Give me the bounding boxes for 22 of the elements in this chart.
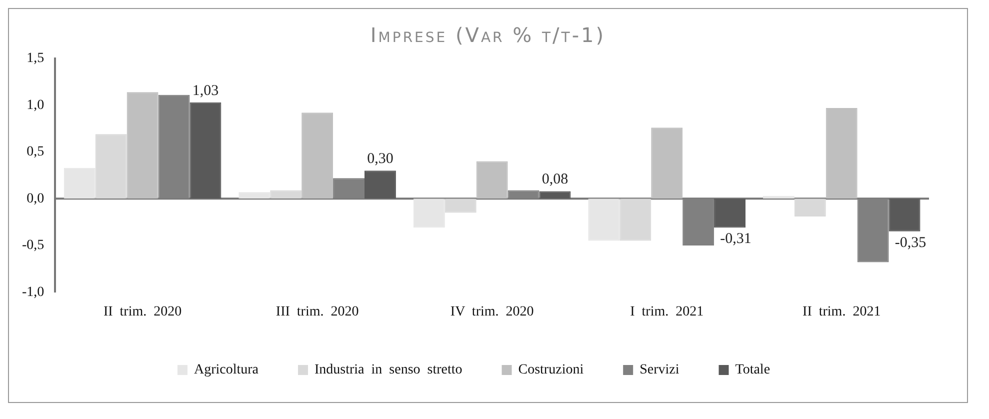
data-label: 0,08 [542, 172, 568, 188]
legend-label: Servizi [640, 362, 680, 378]
x-tick-label: III trim. 2020 [276, 304, 359, 320]
legend-label: Industria in senso stretto [314, 362, 462, 378]
data-label: 1,03 [192, 82, 219, 99]
x-tick-label: IV trim. 2020 [450, 304, 534, 320]
data-label: -0,31 [720, 231, 752, 248]
x-tick-label: II trim. 2021 [802, 304, 881, 320]
x-tick-label: II trim. 2020 [103, 304, 182, 320]
legend-label: Totale [735, 362, 770, 378]
data-label: -0,35 [894, 234, 926, 251]
y-tick-label: 0,5 [26, 144, 44, 160]
y-tick-label: -0,5 [22, 238, 44, 254]
legend-label: Agricoltura [194, 362, 260, 378]
chart-title: Imprese (Var % t/t-1) [369, 23, 607, 47]
legend-label: Costruzioni [518, 362, 584, 378]
y-tick-label: 1,0 [26, 98, 44, 113]
y-tick-label: 0,0 [26, 191, 44, 206]
x-tick-label: I trim. 2021 [630, 304, 704, 320]
data-label: 0,30 [367, 151, 394, 168]
y-tick-label: 1,5 [26, 51, 44, 66]
y-tick-label: -1,0 [22, 284, 44, 300]
